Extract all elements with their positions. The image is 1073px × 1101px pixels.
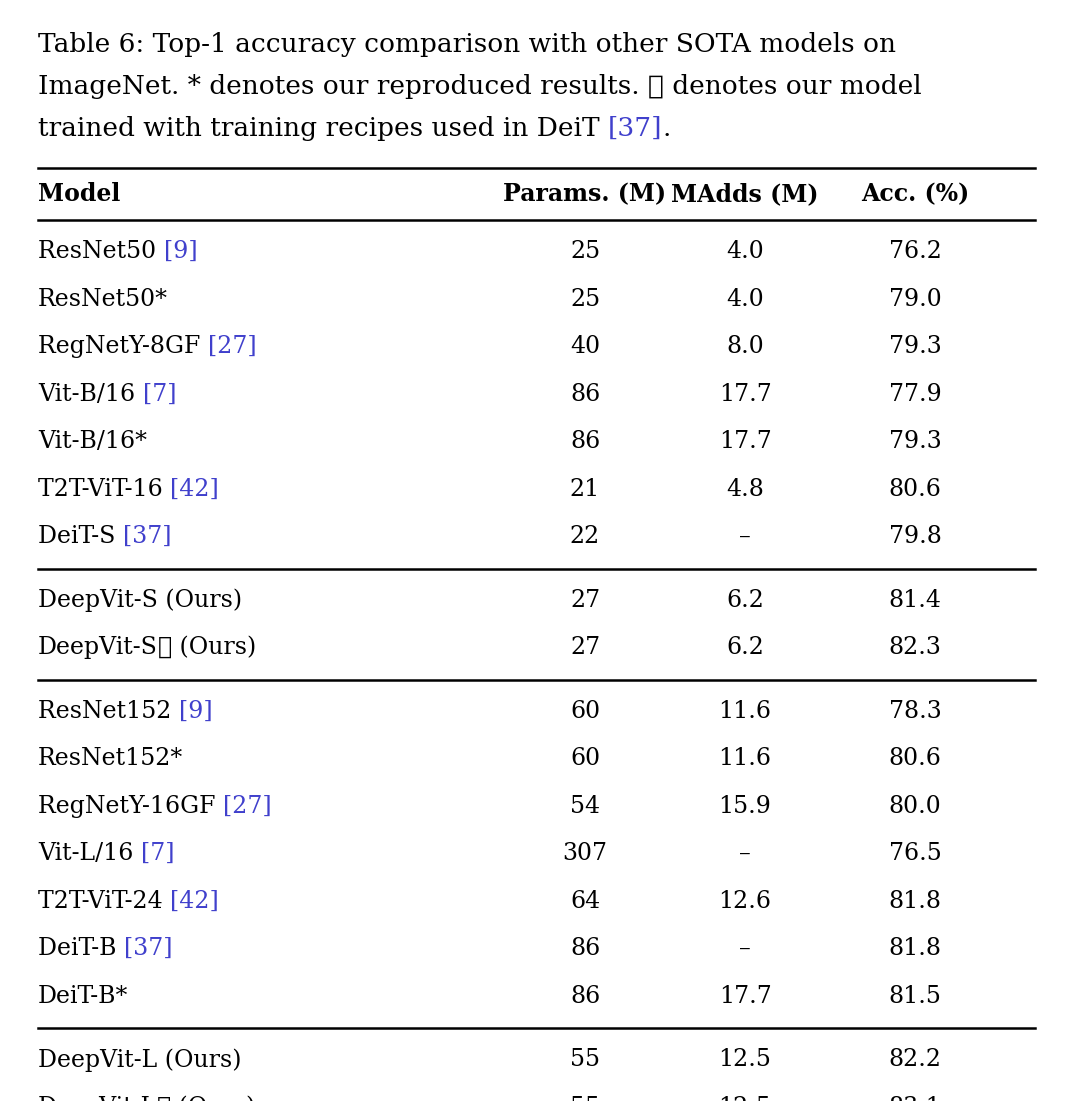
- Text: Model: Model: [38, 182, 120, 206]
- Text: 77.9: 77.9: [888, 383, 941, 406]
- Text: Acc. (%): Acc. (%): [861, 182, 969, 206]
- Text: –: –: [739, 937, 751, 960]
- Text: ResNet152*: ResNet152*: [38, 748, 183, 771]
- Text: 55: 55: [570, 1095, 600, 1101]
- Text: T2T-ViT-16: T2T-ViT-16: [38, 478, 171, 501]
- Text: 6.2: 6.2: [726, 636, 764, 659]
- Text: 15.9: 15.9: [719, 795, 771, 818]
- Text: [7]: [7]: [143, 383, 176, 406]
- Text: 86: 86: [570, 430, 600, 454]
- Text: DeepVit-L (Ours): DeepVit-L (Ours): [38, 1048, 241, 1071]
- Text: DeiT-B*: DeiT-B*: [38, 984, 129, 1007]
- Text: 54: 54: [570, 795, 600, 818]
- Text: trained with training recipes used in DeiT: trained with training recipes used in De…: [38, 116, 608, 141]
- Text: 86: 86: [570, 383, 600, 406]
- Text: DeepVit-S (Ours): DeepVit-S (Ours): [38, 588, 242, 612]
- Text: 17.7: 17.7: [719, 430, 771, 454]
- Text: 64: 64: [570, 890, 600, 913]
- Text: 4.0: 4.0: [726, 240, 764, 263]
- Text: 55: 55: [570, 1048, 600, 1071]
- Text: MAdds (M): MAdds (M): [672, 182, 819, 206]
- Text: DeiT-S: DeiT-S: [38, 525, 123, 548]
- Text: 6.2: 6.2: [726, 589, 764, 612]
- Text: (Ours): (Ours): [172, 1095, 255, 1101]
- Text: RegNetY-8GF: RegNetY-8GF: [38, 335, 208, 358]
- Text: ResNet50: ResNet50: [38, 240, 163, 263]
- Text: 80.0: 80.0: [888, 795, 941, 818]
- Text: ImageNet. * denotes our reproduced results. ⋆ denotes our model: ImageNet. * denotes our reproduced resul…: [38, 74, 922, 99]
- Text: 81.4: 81.4: [888, 589, 941, 612]
- Text: –: –: [739, 842, 751, 865]
- Text: DeepVit-S: DeepVit-S: [38, 636, 158, 659]
- Text: [37]: [37]: [608, 116, 662, 141]
- Text: 79.3: 79.3: [888, 430, 941, 454]
- Text: 82.3: 82.3: [888, 636, 941, 659]
- Text: 11.6: 11.6: [719, 700, 771, 722]
- Text: Params. (M): Params. (M): [503, 182, 666, 206]
- Text: T2T-ViT-24: T2T-ViT-24: [38, 890, 171, 913]
- Text: 27: 27: [570, 636, 600, 659]
- Text: DeepVit-L: DeepVit-L: [38, 1095, 158, 1101]
- Text: Vit-B/16: Vit-B/16: [38, 383, 143, 406]
- Text: 4.0: 4.0: [726, 287, 764, 310]
- Text: Table 6: Top-1 accuracy comparison with other SOTA models on: Table 6: Top-1 accuracy comparison with …: [38, 32, 896, 57]
- Text: 307: 307: [562, 842, 607, 865]
- Text: .: .: [662, 116, 671, 141]
- Text: 60: 60: [570, 700, 600, 722]
- Text: 12.6: 12.6: [719, 890, 771, 913]
- Text: 79.3: 79.3: [888, 335, 941, 358]
- Text: 82.2: 82.2: [888, 1048, 941, 1071]
- Text: 12.5: 12.5: [719, 1048, 771, 1071]
- Text: Vit-B/16*: Vit-B/16*: [38, 430, 147, 454]
- Text: ⋆: ⋆: [158, 636, 172, 659]
- Text: 8.0: 8.0: [726, 335, 764, 358]
- Text: DeiT-B: DeiT-B: [38, 937, 124, 960]
- Text: 76.2: 76.2: [888, 240, 941, 263]
- Text: [42]: [42]: [171, 890, 219, 913]
- Text: 17.7: 17.7: [719, 383, 771, 406]
- Text: 81.8: 81.8: [888, 890, 941, 913]
- Text: 86: 86: [570, 937, 600, 960]
- Text: [7]: [7]: [141, 842, 175, 865]
- Text: (Ours): (Ours): [172, 636, 256, 659]
- Text: 81.5: 81.5: [888, 984, 941, 1007]
- Text: [27]: [27]: [223, 795, 271, 818]
- Text: ResNet152: ResNet152: [38, 700, 179, 722]
- Text: 81.8: 81.8: [888, 937, 941, 960]
- Text: 25: 25: [570, 240, 600, 263]
- Text: 27: 27: [570, 589, 600, 612]
- Text: 25: 25: [570, 287, 600, 310]
- Text: 79.0: 79.0: [888, 287, 941, 310]
- Text: 11.6: 11.6: [719, 748, 771, 771]
- Text: 12.5: 12.5: [719, 1095, 771, 1101]
- Text: ⋆: ⋆: [158, 1095, 172, 1101]
- Text: [37]: [37]: [124, 937, 173, 960]
- Text: 60: 60: [570, 748, 600, 771]
- Text: 21: 21: [570, 478, 600, 501]
- Text: RegNetY-16GF: RegNetY-16GF: [38, 795, 223, 818]
- Text: [9]: [9]: [179, 700, 212, 722]
- Text: –: –: [739, 525, 751, 548]
- Text: 80.6: 80.6: [888, 748, 941, 771]
- Text: 79.8: 79.8: [888, 525, 941, 548]
- Text: 86: 86: [570, 984, 600, 1007]
- Text: ResNet50*: ResNet50*: [38, 287, 168, 310]
- Text: 76.5: 76.5: [888, 842, 941, 865]
- Text: [42]: [42]: [171, 478, 219, 501]
- Text: [37]: [37]: [123, 525, 172, 548]
- Text: 40: 40: [570, 335, 600, 358]
- Text: [9]: [9]: [163, 240, 197, 263]
- Text: [27]: [27]: [208, 335, 256, 358]
- Text: 4.8: 4.8: [726, 478, 764, 501]
- Text: 17.7: 17.7: [719, 984, 771, 1007]
- Text: Vit-L/16: Vit-L/16: [38, 842, 141, 865]
- Text: 22: 22: [570, 525, 600, 548]
- Text: 83.1: 83.1: [888, 1095, 941, 1101]
- Text: 80.6: 80.6: [888, 478, 941, 501]
- Text: 78.3: 78.3: [888, 700, 941, 722]
